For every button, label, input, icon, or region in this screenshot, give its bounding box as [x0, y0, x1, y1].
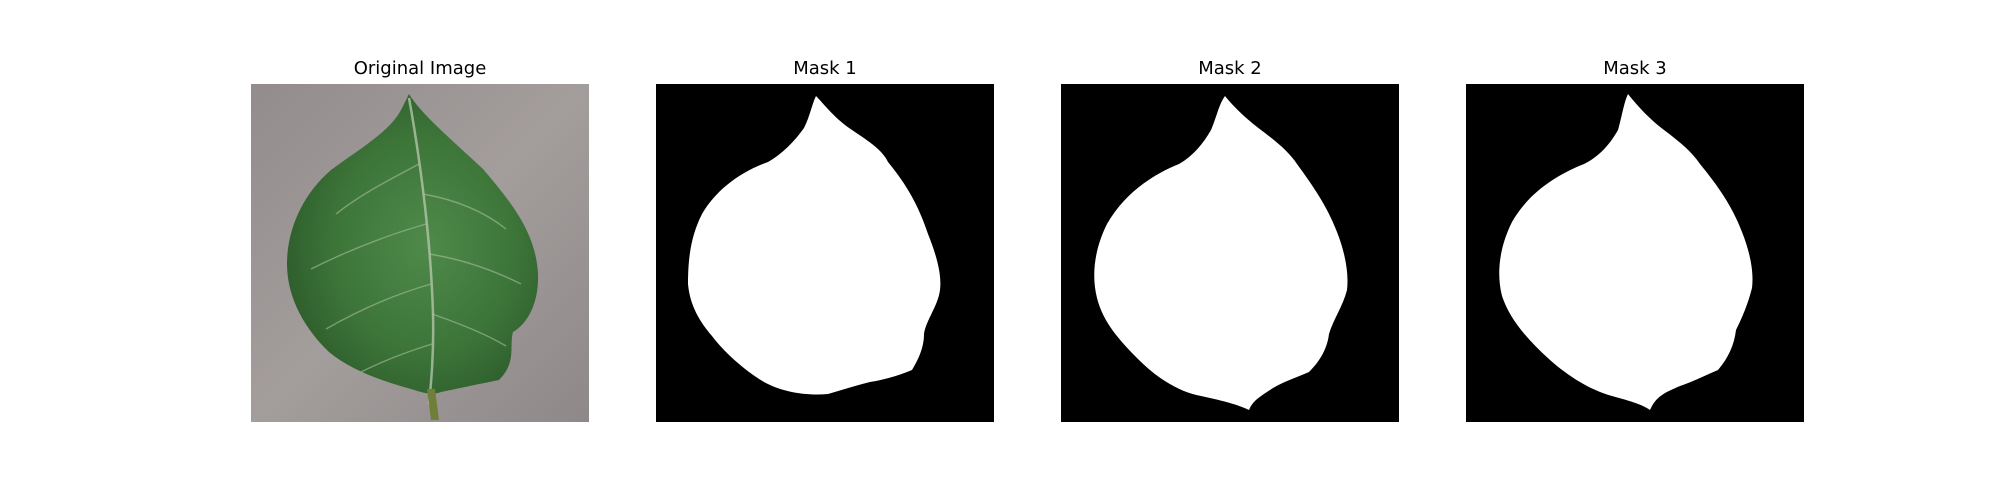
mask-1-panel — [656, 84, 994, 422]
leaf-stem — [427, 389, 439, 420]
leaf-shape — [287, 94, 539, 394]
leaf-veins — [310, 163, 522, 373]
mask-2-panel — [1061, 84, 1399, 422]
panel-title-original-image: Original Image — [353, 58, 487, 79]
mask-3-panel — [1466, 84, 1804, 422]
mask-3-image — [1466, 84, 1804, 422]
leaf-photo — [251, 84, 589, 422]
mask-2-image — [1061, 84, 1399, 422]
mask-foreground — [688, 96, 941, 395]
panel-title-mask-3: Mask 3 — [1603, 58, 1667, 79]
leaf-midrib — [407, 97, 435, 405]
panel-title-mask-1: Mask 1 — [793, 58, 857, 79]
mask-foreground — [1499, 94, 1753, 410]
panel-title-mask-2: Mask 2 — [1198, 58, 1262, 79]
mask-1-image — [656, 84, 994, 422]
mask-foreground — [1094, 96, 1348, 410]
original-image-panel — [251, 84, 589, 422]
